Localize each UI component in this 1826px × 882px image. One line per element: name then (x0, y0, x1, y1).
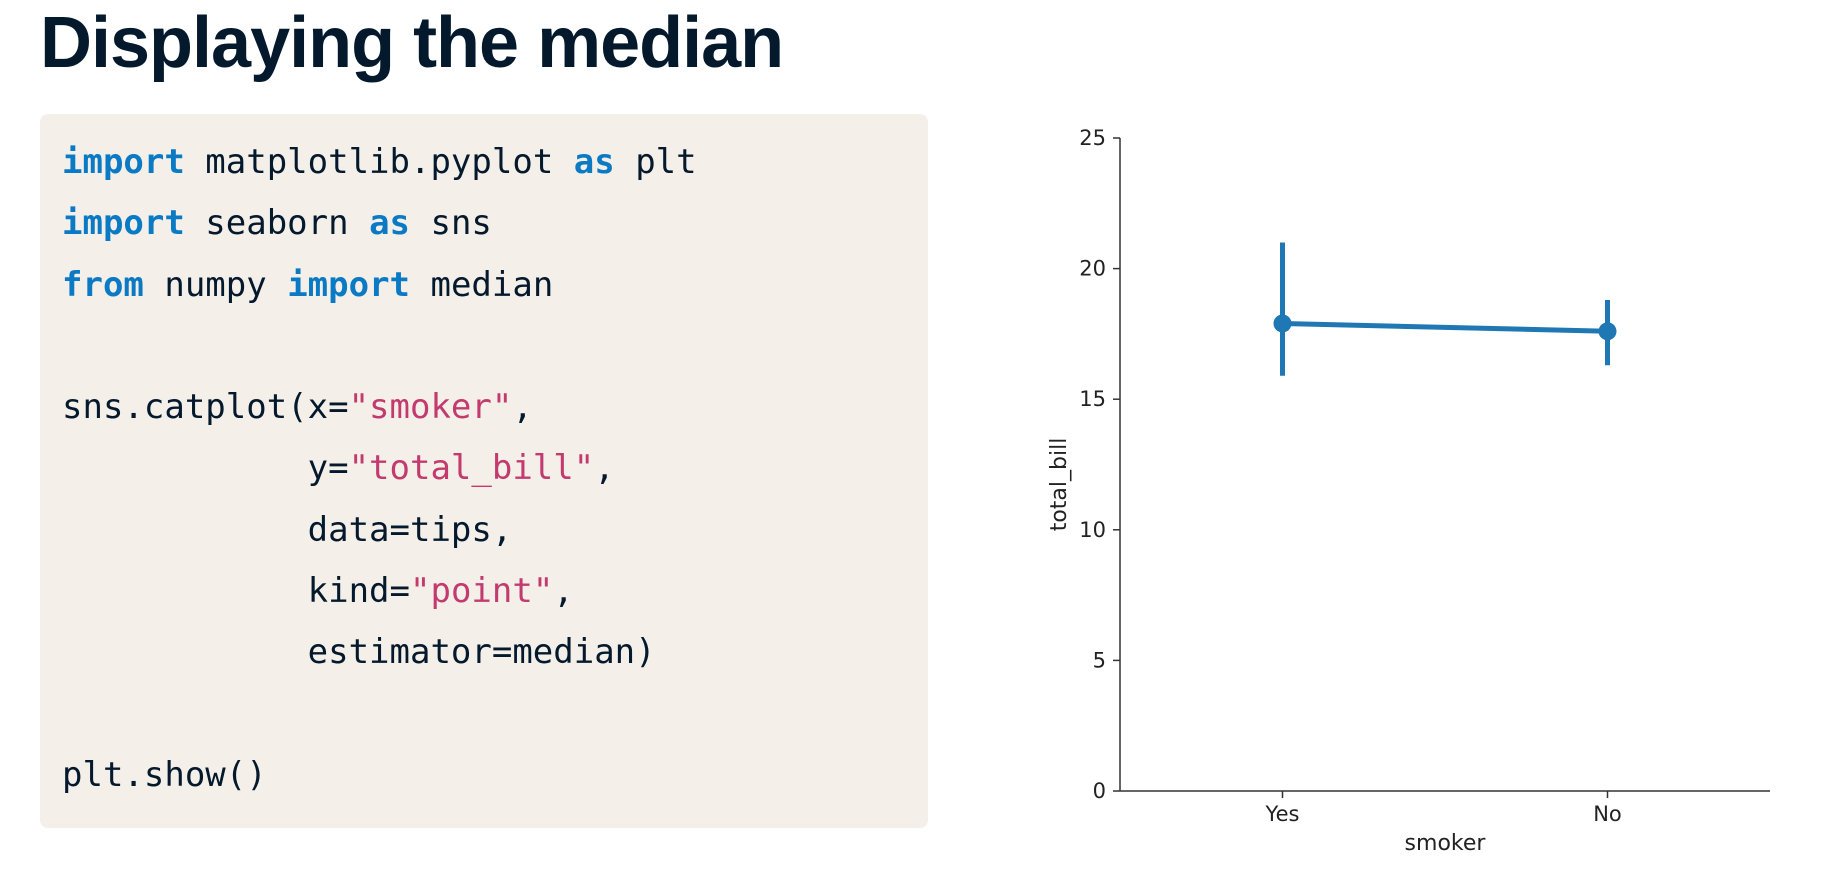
code-text: y= (62, 448, 349, 489)
x-axis-label: smoker (1405, 831, 1487, 855)
y-tick-label: 10 (1079, 518, 1106, 542)
point-chart: 0 5 10 15 20 25 Yes No smoker total_bill (1030, 115, 1780, 859)
code-text: , (553, 571, 574, 612)
code-text: seaborn (184, 203, 370, 244)
code-line (62, 316, 928, 377)
code-text: sns.catplot(x= (62, 387, 349, 428)
y-tick-label: 25 (1079, 126, 1106, 150)
code-keyword: import (62, 203, 185, 244)
code-line: data=tips, (62, 500, 928, 561)
code-block: import matplotlib.pyplot as plt import se… (40, 114, 928, 828)
code-line: import matplotlib.pyplot as plt (62, 132, 928, 193)
code-string: "point" (410, 571, 554, 612)
code-line: sns.catplot(x="smoker", (62, 377, 928, 438)
y-tick-label: 20 (1079, 257, 1106, 281)
code-string: "total_bill" (348, 448, 595, 489)
code-line: import seaborn as sns (62, 193, 928, 254)
slide-title: Displaying the median (40, 3, 784, 83)
code-text: kind= (62, 571, 410, 612)
data-point (1273, 314, 1292, 333)
code-text: , (594, 448, 615, 489)
code-line: from numpy import median (62, 255, 928, 316)
code-keyword: as (369, 203, 411, 244)
chart-svg: 0 5 10 15 20 25 Yes No smoker total_bill (1047, 126, 1770, 856)
y-tick-label: 5 (1093, 648, 1106, 672)
code-line: y="total_bill", (62, 438, 928, 499)
code-text: matplotlib.pyplot (184, 142, 574, 182)
x-tick-label: No (1593, 802, 1622, 826)
code-keyword: import (287, 264, 411, 305)
y-tick-label: 0 (1093, 779, 1106, 803)
code-text: plt.show() (62, 754, 267, 795)
code-line: plt.show() (62, 745, 928, 806)
x-tick-label: Yes (1265, 802, 1300, 826)
series-line (1282, 320, 1608, 334)
code-line: estimator=median) (62, 622, 928, 683)
code-string: "smoker" (348, 387, 513, 428)
y-tick-label: 15 (1079, 387, 1106, 411)
code-text: , (512, 387, 533, 428)
code-text: data=tips, (62, 509, 513, 550)
code-text: numpy (143, 264, 288, 305)
code-text: sns (410, 203, 492, 244)
code-text: median (410, 264, 554, 305)
y-axis-label: total_bill (1047, 438, 1072, 532)
code-keyword: import (62, 142, 185, 182)
code-text: plt (614, 142, 697, 182)
code-keyword: from (62, 264, 144, 305)
code-line (62, 684, 928, 745)
data-point (1598, 322, 1617, 341)
code-text: estimator=median) (62, 632, 656, 673)
code-keyword: as (573, 142, 615, 182)
code-line: kind="point", (62, 561, 928, 622)
